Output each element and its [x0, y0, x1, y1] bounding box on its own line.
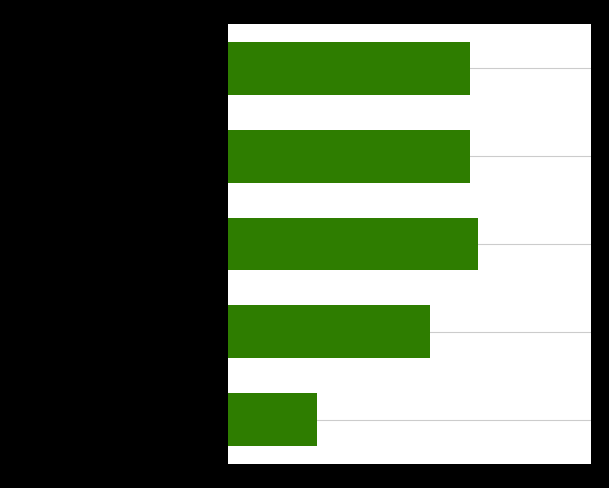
- Bar: [228, 305, 430, 358]
- Bar: [228, 218, 478, 270]
- Bar: [228, 130, 470, 183]
- Bar: [228, 42, 470, 95]
- Bar: [228, 393, 317, 446]
